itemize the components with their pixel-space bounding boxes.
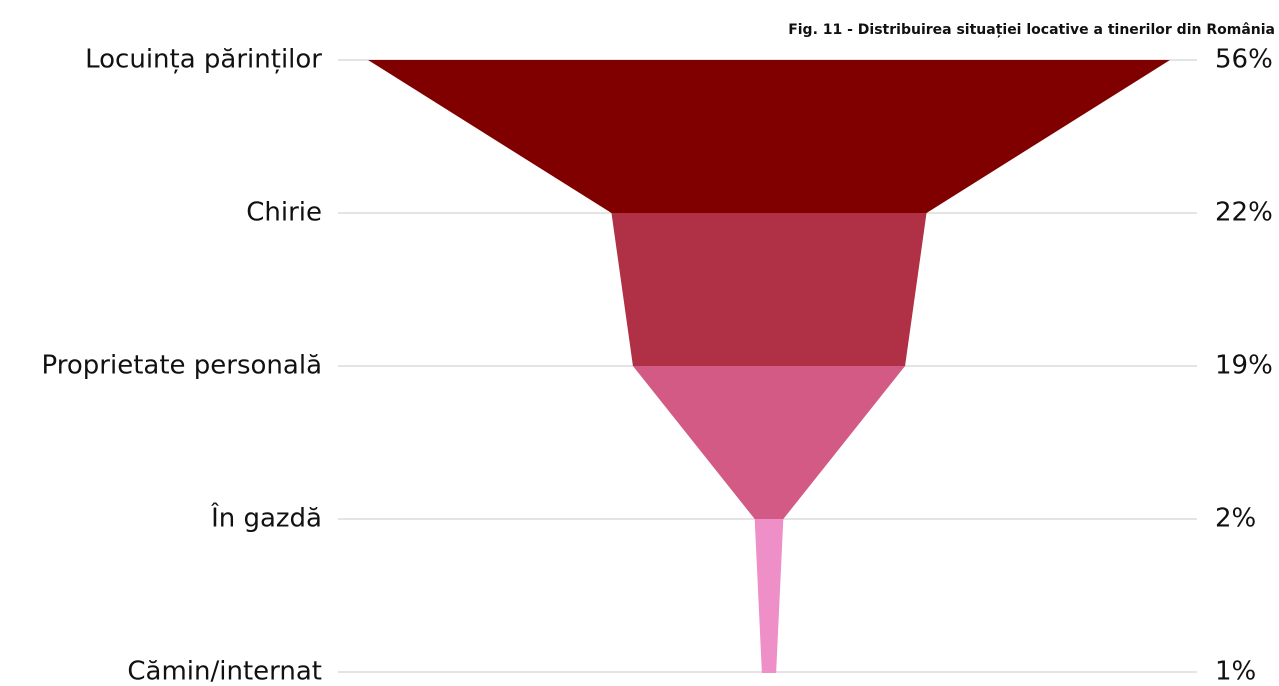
category-label: În gazdă bbox=[210, 502, 322, 534]
funnel-segment bbox=[632, 366, 906, 519]
value-label: 19% bbox=[1215, 351, 1273, 381]
value-label: 2% bbox=[1215, 504, 1256, 534]
category-label: Cămin/internat bbox=[127, 657, 322, 686]
category-label: Chirie bbox=[246, 198, 322, 228]
funnel-segment bbox=[754, 519, 784, 672]
value-label: 56% bbox=[1215, 45, 1273, 75]
chart-title: Fig. 11 - Distribuirea situației locativ… bbox=[788, 22, 1275, 38]
value-label: 22% bbox=[1215, 198, 1273, 228]
category-label: Locuința părinților bbox=[85, 45, 322, 75]
funnel-segment bbox=[368, 60, 1170, 213]
value-label: 1% bbox=[1215, 657, 1256, 686]
funnel-segment bbox=[611, 213, 927, 366]
category-label: Proprietate personală bbox=[42, 351, 322, 381]
